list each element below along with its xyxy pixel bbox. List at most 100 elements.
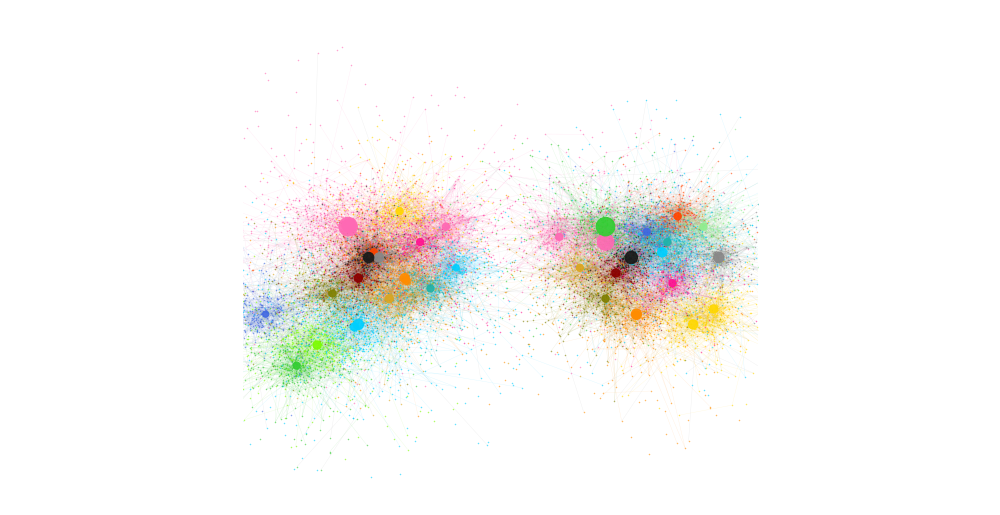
Point bbox=[613, 242, 629, 250]
Point bbox=[429, 293, 445, 301]
Point bbox=[351, 139, 367, 147]
Point bbox=[633, 292, 649, 300]
Point bbox=[592, 262, 608, 270]
Point bbox=[368, 255, 384, 263]
Point bbox=[677, 256, 693, 265]
Point bbox=[634, 273, 650, 281]
Point bbox=[579, 258, 595, 266]
Point bbox=[369, 317, 385, 325]
Point bbox=[345, 355, 361, 364]
Point bbox=[359, 318, 375, 326]
Point bbox=[546, 206, 562, 214]
Point bbox=[663, 235, 679, 243]
Point bbox=[387, 168, 403, 176]
Point bbox=[607, 249, 623, 257]
Point bbox=[346, 307, 362, 316]
Point bbox=[406, 170, 422, 179]
Point bbox=[592, 249, 608, 258]
Point bbox=[614, 261, 630, 269]
Point bbox=[365, 259, 381, 267]
Point bbox=[417, 158, 433, 166]
Point bbox=[706, 216, 722, 224]
Point bbox=[657, 251, 673, 259]
Point bbox=[423, 351, 439, 359]
Point bbox=[632, 245, 648, 253]
Point bbox=[385, 322, 401, 331]
Point bbox=[697, 320, 713, 329]
Point bbox=[409, 299, 425, 307]
Point bbox=[366, 287, 382, 295]
Point bbox=[791, 319, 807, 328]
Point bbox=[357, 242, 373, 250]
Point bbox=[388, 271, 404, 280]
Point bbox=[598, 290, 614, 298]
Point bbox=[311, 312, 327, 320]
Point bbox=[310, 381, 326, 389]
Point bbox=[748, 317, 764, 325]
Point bbox=[666, 221, 682, 229]
Point bbox=[618, 264, 634, 272]
Point bbox=[387, 320, 403, 329]
Point bbox=[710, 196, 726, 204]
Point bbox=[400, 292, 416, 300]
Point bbox=[371, 263, 387, 271]
Point bbox=[448, 269, 464, 278]
Point bbox=[328, 218, 344, 227]
Point bbox=[285, 261, 301, 269]
Point bbox=[374, 265, 390, 273]
Point bbox=[719, 221, 735, 230]
Point bbox=[639, 227, 655, 235]
Point bbox=[469, 217, 485, 226]
Point bbox=[363, 235, 379, 244]
Point bbox=[594, 243, 610, 251]
Point bbox=[392, 214, 408, 222]
Point bbox=[549, 266, 565, 274]
Point bbox=[368, 198, 384, 207]
Point bbox=[653, 246, 669, 254]
Point bbox=[433, 218, 449, 226]
Point bbox=[507, 197, 523, 205]
Point bbox=[610, 198, 626, 207]
Point bbox=[296, 244, 312, 252]
Point bbox=[321, 349, 337, 357]
Point bbox=[576, 287, 592, 296]
Point bbox=[342, 248, 358, 256]
Point bbox=[647, 304, 663, 313]
Point bbox=[289, 294, 305, 302]
Point bbox=[378, 369, 394, 377]
Point bbox=[330, 339, 346, 348]
Point bbox=[312, 306, 328, 314]
Point bbox=[336, 273, 352, 281]
Point bbox=[357, 274, 373, 283]
Point bbox=[361, 320, 377, 329]
Point bbox=[646, 232, 662, 241]
Point bbox=[538, 228, 554, 236]
Point bbox=[444, 229, 460, 237]
Point bbox=[340, 263, 356, 271]
Point bbox=[655, 266, 671, 274]
Point bbox=[302, 270, 318, 279]
Point bbox=[336, 331, 352, 339]
Point bbox=[387, 289, 403, 298]
Point bbox=[661, 197, 677, 205]
Point bbox=[642, 312, 658, 320]
Point bbox=[721, 256, 737, 264]
Point bbox=[376, 289, 392, 298]
Point bbox=[341, 301, 357, 310]
Point bbox=[659, 255, 675, 263]
Point bbox=[348, 230, 364, 238]
Point bbox=[296, 363, 312, 371]
Point bbox=[708, 258, 724, 266]
Point bbox=[423, 246, 439, 254]
Point bbox=[374, 305, 390, 314]
Point bbox=[328, 278, 344, 286]
Point bbox=[419, 238, 435, 247]
Point bbox=[658, 299, 674, 307]
Point bbox=[605, 257, 621, 265]
Point bbox=[692, 248, 708, 256]
Point bbox=[385, 314, 401, 322]
Point bbox=[417, 300, 433, 308]
Point bbox=[378, 248, 394, 256]
Point bbox=[407, 244, 423, 252]
Point bbox=[378, 212, 394, 220]
